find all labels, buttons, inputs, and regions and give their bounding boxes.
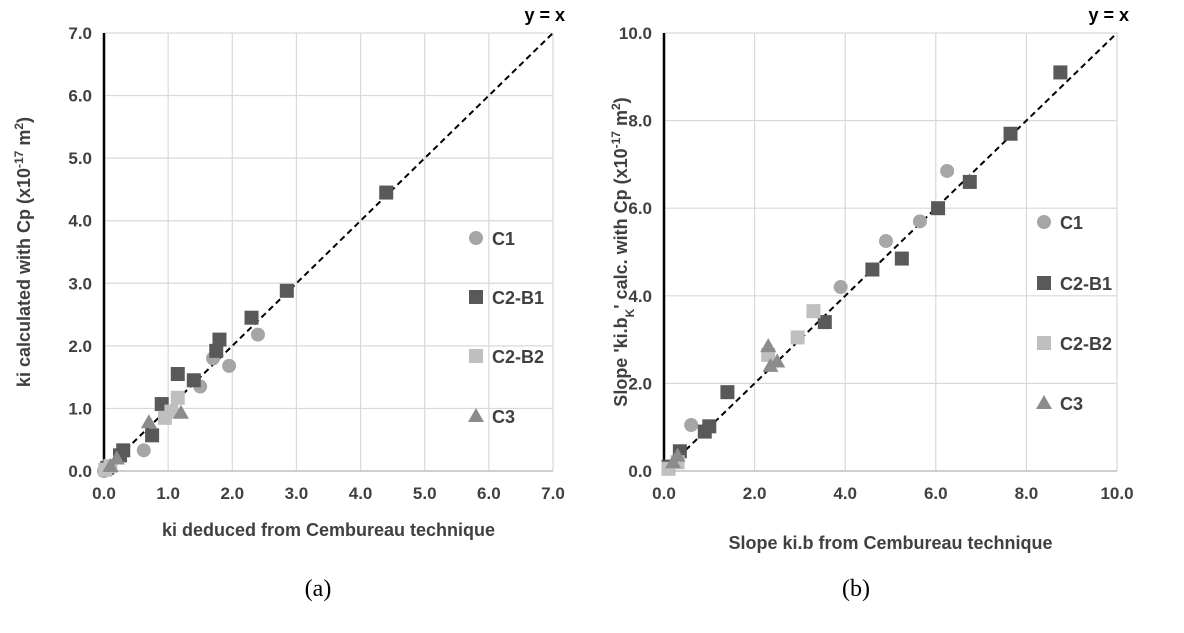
x-tick-label: 4.0 bbox=[833, 484, 857, 503]
legend-label: C1 bbox=[1060, 213, 1083, 233]
identity-label: y = x bbox=[524, 5, 565, 25]
data-point bbox=[170, 367, 185, 382]
legend-marker bbox=[469, 349, 483, 363]
data-point bbox=[116, 443, 131, 458]
y-axis-label: ki calculated with Cp (x10-17 m2) bbox=[12, 117, 34, 387]
data-point bbox=[102, 457, 119, 472]
y-tick-label: 1.0 bbox=[68, 399, 92, 418]
series-c3 bbox=[665, 338, 786, 469]
x-tick-label: 2.0 bbox=[743, 484, 767, 503]
data-point bbox=[817, 315, 832, 330]
x-tick-label: 5.0 bbox=[413, 484, 437, 503]
data-point bbox=[172, 404, 189, 419]
x-tick-label: 8.0 bbox=[1015, 484, 1039, 503]
y-tick-label: 4.0 bbox=[68, 212, 92, 231]
y-tick-label: 2.0 bbox=[68, 337, 92, 356]
data-point bbox=[962, 174, 977, 189]
data-point bbox=[164, 404, 179, 419]
data-point bbox=[669, 447, 686, 462]
data-point bbox=[912, 214, 927, 229]
series-c3 bbox=[102, 404, 189, 472]
x-tick-label: 0.0 bbox=[92, 484, 116, 503]
y-axis-label: Slope 'ki.bK' calc. with Cp (x10-17 m2) bbox=[609, 97, 637, 406]
x-axis-label: ki deduced from Cembureau technique bbox=[162, 520, 495, 540]
x-tick-label: 7.0 bbox=[541, 484, 565, 503]
legend-marker bbox=[468, 408, 484, 422]
legend-marker bbox=[1036, 395, 1052, 409]
data-point bbox=[186, 373, 201, 388]
x-tick-label: 6.0 bbox=[477, 484, 501, 503]
data-point bbox=[222, 358, 237, 373]
y-tick-label: 0.0 bbox=[628, 462, 652, 481]
legend-label: C3 bbox=[1060, 394, 1083, 414]
caption-b: (b) bbox=[842, 576, 870, 602]
legend-marker bbox=[469, 231, 483, 245]
legend-marker bbox=[1037, 215, 1051, 229]
legend-label: C1 bbox=[492, 229, 515, 249]
y-tick-label: 3.0 bbox=[68, 274, 92, 293]
y-tick-label: 2.0 bbox=[628, 374, 652, 393]
legend-marker bbox=[1037, 336, 1051, 350]
series-c2-b1 bbox=[661, 65, 1068, 474]
x-tick-label: 0.0 bbox=[652, 484, 676, 503]
identity-label: y = x bbox=[1088, 5, 1129, 25]
x-axis-label: Slope ki.b from Cembureau technique bbox=[728, 533, 1052, 553]
y-tick-label: 6.0 bbox=[628, 199, 652, 218]
data-point bbox=[145, 428, 160, 443]
data-point bbox=[878, 234, 893, 249]
legend-label: C2-B1 bbox=[492, 288, 544, 308]
y-tick-label: 6.0 bbox=[68, 87, 92, 106]
data-point bbox=[762, 357, 779, 372]
data-point bbox=[760, 338, 777, 353]
data-point bbox=[170, 390, 185, 405]
legend-label: C2-B2 bbox=[1060, 334, 1112, 354]
legend-marker bbox=[1037, 276, 1051, 290]
data-point bbox=[684, 418, 699, 433]
chart-b: 0.0 2.0 4.0 6.0 8.0 10.0 0.0 2.0 4.0 6.0 8.0 10.0 y … bbox=[609, 5, 1134, 553]
x-tick-label: 1.0 bbox=[156, 484, 180, 503]
y-tick-label: 10.0 bbox=[619, 24, 652, 43]
data-point bbox=[790, 330, 805, 345]
data-point bbox=[702, 419, 717, 434]
chart-a: 0.0 1.0 2.0 3.0 4.0 5.0 6.0 7.0 0.0 1.0 2.0 3.0 4.0 5… bbox=[12, 5, 565, 540]
legend-marker bbox=[469, 290, 483, 304]
legend-label: C2-B1 bbox=[1060, 274, 1112, 294]
series-c2-b1 bbox=[100, 185, 394, 475]
data-point bbox=[279, 283, 294, 298]
data-point bbox=[379, 185, 394, 200]
x-tick-label: 4.0 bbox=[349, 484, 373, 503]
identity-line bbox=[663, 32, 1118, 472]
data-point bbox=[1003, 126, 1018, 141]
data-point bbox=[806, 304, 821, 319]
series-c1 bbox=[684, 163, 955, 433]
data-point bbox=[833, 280, 848, 295]
data-point bbox=[1053, 65, 1068, 80]
data-point bbox=[865, 262, 880, 277]
data-point bbox=[212, 332, 227, 347]
data-point bbox=[940, 163, 955, 178]
data-point bbox=[894, 251, 909, 266]
data-point bbox=[769, 353, 786, 368]
data-point bbox=[250, 327, 265, 342]
x-tick-label: 3.0 bbox=[285, 484, 309, 503]
data-point bbox=[244, 310, 259, 325]
data-point bbox=[209, 343, 224, 358]
y-tick-label: 4.0 bbox=[628, 287, 652, 306]
caption-a: (a) bbox=[305, 576, 332, 602]
y-tick-label: 5.0 bbox=[68, 149, 92, 168]
y-tick-label: 8.0 bbox=[628, 112, 652, 131]
data-point bbox=[140, 414, 157, 429]
y-tick-label: 7.0 bbox=[68, 24, 92, 43]
data-point bbox=[931, 201, 946, 216]
x-tick-label: 6.0 bbox=[924, 484, 948, 503]
data-point bbox=[136, 443, 151, 458]
data-point bbox=[720, 385, 735, 400]
legend-label: C3 bbox=[492, 407, 515, 427]
x-tick-label: 2.0 bbox=[220, 484, 244, 503]
y-tick-label: 0.0 bbox=[68, 462, 92, 481]
x-tick-label: 10.0 bbox=[1100, 484, 1133, 503]
legend-label: C2-B2 bbox=[492, 347, 544, 367]
data-point bbox=[108, 450, 125, 465]
